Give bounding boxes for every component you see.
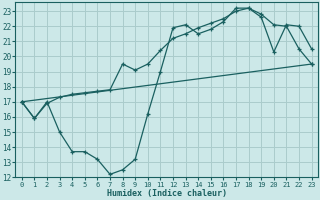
X-axis label: Humidex (Indice chaleur): Humidex (Indice chaleur) [107, 189, 227, 198]
